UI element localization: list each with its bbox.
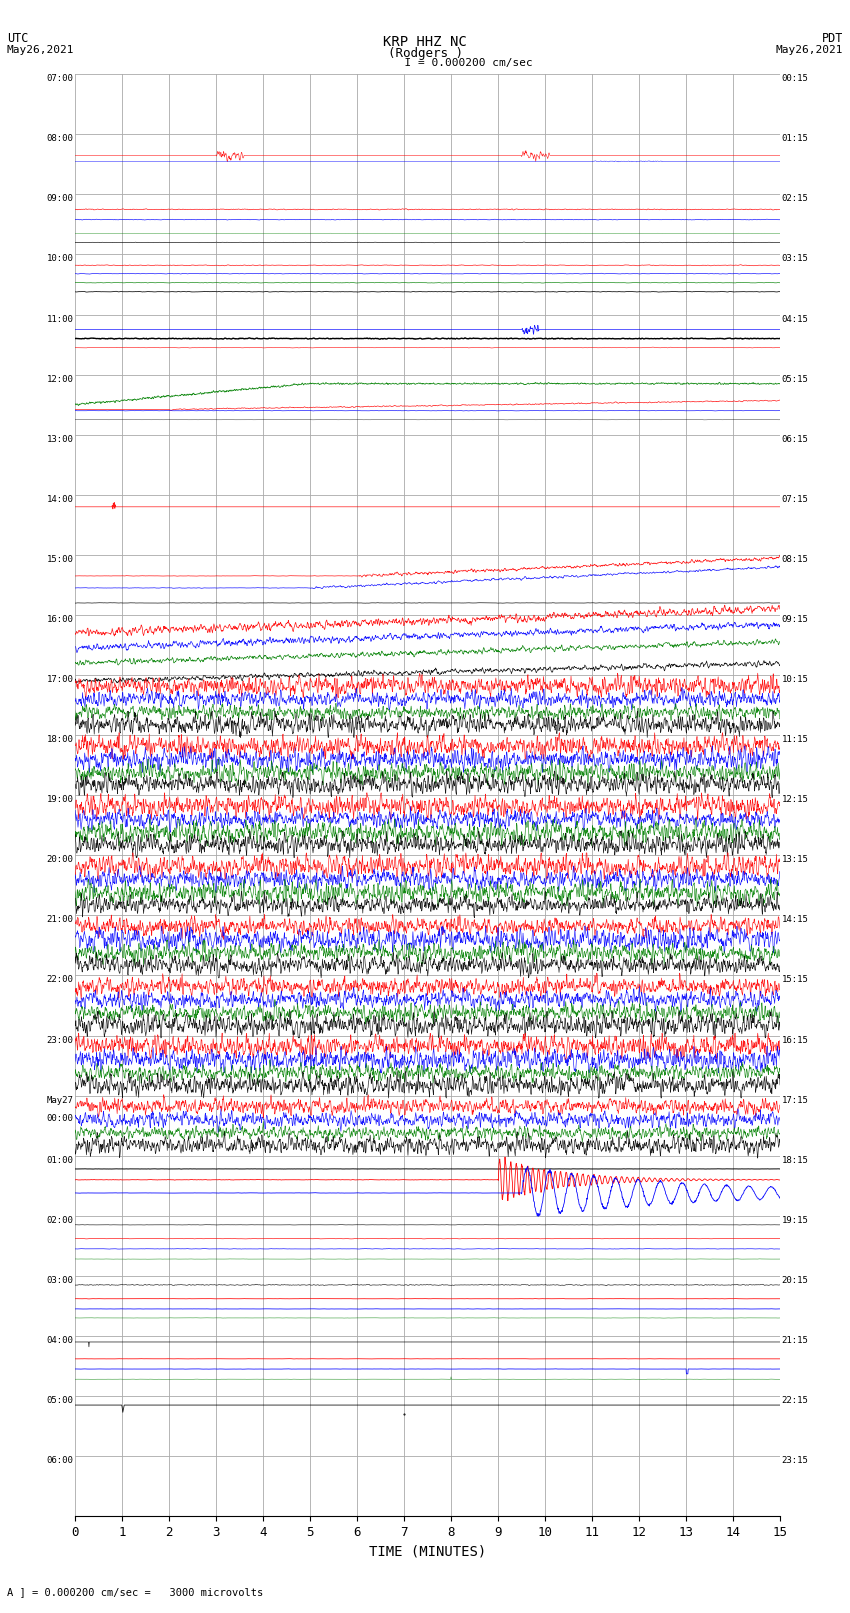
Text: 08:00: 08:00 (47, 134, 73, 144)
Text: I = 0.000200 cm/sec: I = 0.000200 cm/sec (391, 58, 533, 68)
Text: 02:00: 02:00 (47, 1216, 73, 1224)
Text: 20:15: 20:15 (782, 1276, 808, 1286)
Text: 01:15: 01:15 (782, 134, 808, 144)
Text: 05:00: 05:00 (47, 1397, 73, 1405)
Text: 19:00: 19:00 (47, 795, 73, 805)
Text: 12:15: 12:15 (782, 795, 808, 805)
Text: 07:00: 07:00 (47, 74, 73, 84)
Text: UTC: UTC (7, 32, 28, 45)
Text: 23:15: 23:15 (782, 1457, 808, 1465)
Text: 17:15: 17:15 (782, 1095, 808, 1105)
Text: 18:15: 18:15 (782, 1155, 808, 1165)
Text: 13:15: 13:15 (782, 855, 808, 865)
Text: (Rodgers ): (Rodgers ) (388, 47, 462, 60)
Text: 16:15: 16:15 (782, 1036, 808, 1045)
Text: 03:15: 03:15 (782, 255, 808, 263)
Text: 00:00: 00:00 (47, 1113, 73, 1123)
Text: May26,2021: May26,2021 (776, 45, 843, 55)
Text: 02:15: 02:15 (782, 195, 808, 203)
Text: 13:00: 13:00 (47, 436, 73, 444)
Text: A ] = 0.000200 cm/sec =   3000 microvolts: A ] = 0.000200 cm/sec = 3000 microvolts (7, 1587, 263, 1597)
Text: 07:15: 07:15 (782, 495, 808, 503)
Text: 15:15: 15:15 (782, 976, 808, 984)
Text: 11:00: 11:00 (47, 315, 73, 324)
Text: 16:00: 16:00 (47, 615, 73, 624)
Text: 15:00: 15:00 (47, 555, 73, 565)
Text: KRP HHZ NC: KRP HHZ NC (383, 35, 467, 50)
Text: 22:00: 22:00 (47, 976, 73, 984)
Text: 10:15: 10:15 (782, 676, 808, 684)
Text: 06:15: 06:15 (782, 436, 808, 444)
Text: 00:15: 00:15 (782, 74, 808, 84)
Text: 01:00: 01:00 (47, 1155, 73, 1165)
Text: PDT: PDT (822, 32, 843, 45)
Text: 11:15: 11:15 (782, 736, 808, 744)
Text: 18:00: 18:00 (47, 736, 73, 744)
Text: 22:15: 22:15 (782, 1397, 808, 1405)
Text: 21:15: 21:15 (782, 1336, 808, 1345)
Text: 04:15: 04:15 (782, 315, 808, 324)
Text: May26,2021: May26,2021 (7, 45, 74, 55)
Text: 14:15: 14:15 (782, 916, 808, 924)
Text: 09:15: 09:15 (782, 615, 808, 624)
Text: 21:00: 21:00 (47, 916, 73, 924)
Text: 04:00: 04:00 (47, 1336, 73, 1345)
Text: 23:00: 23:00 (47, 1036, 73, 1045)
Text: 09:00: 09:00 (47, 195, 73, 203)
Text: 05:15: 05:15 (782, 374, 808, 384)
Text: 17:00: 17:00 (47, 676, 73, 684)
Text: 14:00: 14:00 (47, 495, 73, 503)
Text: 12:00: 12:00 (47, 374, 73, 384)
Text: May27: May27 (47, 1095, 73, 1105)
Text: 03:00: 03:00 (47, 1276, 73, 1286)
X-axis label: TIME (MINUTES): TIME (MINUTES) (369, 1545, 486, 1558)
Text: 19:15: 19:15 (782, 1216, 808, 1224)
Text: 06:00: 06:00 (47, 1457, 73, 1465)
Text: 10:00: 10:00 (47, 255, 73, 263)
Text: 08:15: 08:15 (782, 555, 808, 565)
Text: 20:00: 20:00 (47, 855, 73, 865)
